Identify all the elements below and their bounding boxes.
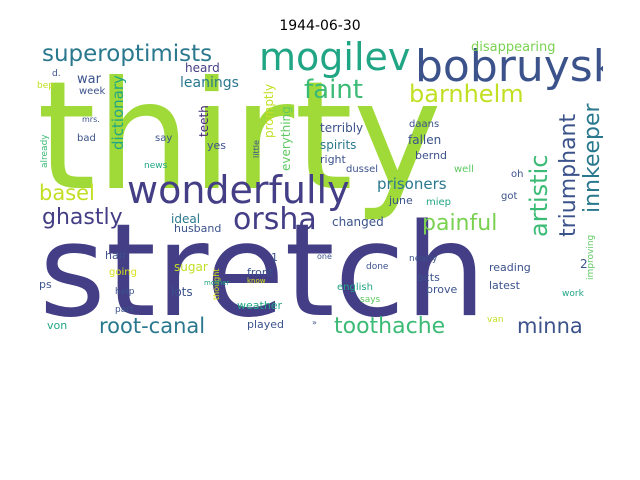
- word: bep: [37, 81, 54, 91]
- word-cloud: thirty stretch wonderfully bobruysk mogi…: [37, 40, 603, 342]
- word: one: [317, 252, 332, 261]
- word: bobruysk: [415, 41, 603, 92]
- word: news: [144, 161, 168, 171]
- word: teeth: [197, 105, 211, 137]
- word: played: [247, 318, 285, 331]
- word: changed: [332, 215, 384, 229]
- word: improving: [586, 234, 596, 280]
- word: everything: [279, 106, 293, 171]
- word: leanings: [180, 75, 239, 91]
- word: fallen: [408, 133, 442, 147]
- word: help: [115, 287, 135, 297]
- word: right: [320, 153, 346, 166]
- word: weather: [237, 299, 283, 312]
- word: stretch: [39, 197, 487, 342]
- word: artistic: [525, 154, 553, 237]
- word: innkeeper: [580, 103, 603, 213]
- word: sugar: [174, 260, 208, 274]
- word: promptly: [262, 83, 276, 138]
- word: done: [366, 262, 389, 272]
- word: front: [247, 266, 274, 279]
- word: english: [337, 282, 373, 293]
- word: barnhelm: [409, 80, 524, 108]
- word: say: [155, 133, 173, 144]
- word: d.: [52, 69, 61, 79]
- word: prisoners: [377, 175, 447, 193]
- word: ps: [39, 278, 52, 291]
- word: heard: [185, 61, 220, 75]
- word: got: [501, 191, 518, 202]
- word: husband: [174, 222, 222, 235]
- word: daans: [409, 119, 440, 130]
- word: minna: [517, 314, 583, 338]
- figure-title: 1944-06-30: [279, 18, 361, 34]
- word: nearly: [409, 254, 438, 264]
- word: week: [79, 86, 106, 97]
- word: ideal: [171, 212, 201, 226]
- word: orsha: [233, 202, 317, 237]
- word: yes: [207, 139, 227, 152]
- word: mrs.: [82, 115, 100, 124]
- word: mogilev: [259, 40, 411, 79]
- word: reading: [489, 261, 531, 274]
- word: part: [115, 305, 134, 315]
- word: toothache: [334, 314, 446, 339]
- word: latest: [489, 279, 520, 292]
- word: dussel: [346, 164, 379, 175]
- word: lots: [171, 285, 193, 299]
- word: hair: [105, 249, 127, 262]
- word: war: [77, 72, 101, 87]
- word: little: [252, 140, 261, 158]
- word: bad: [77, 133, 96, 144]
- word: work: [562, 289, 584, 299]
- word: terribly: [320, 121, 364, 135]
- word: 1: [271, 251, 278, 264]
- word: says: [360, 295, 381, 305]
- word: already: [40, 134, 50, 168]
- word: »: [312, 318, 317, 327]
- word: wonderfully: [127, 168, 350, 212]
- word: miep: [426, 197, 452, 208]
- word: well: [454, 164, 474, 175]
- word: faint: [304, 75, 363, 105]
- word: acts: [417, 271, 440, 284]
- word: 2: [580, 257, 588, 271]
- word: going: [109, 267, 137, 278]
- word: bernd: [415, 149, 448, 162]
- word: superoptimists: [42, 41, 213, 67]
- word: basel: [39, 181, 95, 205]
- word: june: [389, 194, 413, 207]
- word: root-canal: [99, 314, 206, 338]
- word: oh: [511, 169, 524, 180]
- word: know: [247, 277, 266, 285]
- word: painful: [422, 211, 498, 236]
- word: thirty: [37, 50, 442, 224]
- word: triumphant: [556, 113, 581, 237]
- word: mother: [204, 279, 230, 287]
- word: van: [487, 315, 504, 325]
- word: dictionary: [109, 75, 127, 150]
- word: spirits: [320, 138, 357, 152]
- word: ghastly: [42, 205, 123, 230]
- word: disappearing: [471, 40, 556, 55]
- word: prove: [426, 283, 458, 296]
- word: von: [47, 319, 68, 332]
